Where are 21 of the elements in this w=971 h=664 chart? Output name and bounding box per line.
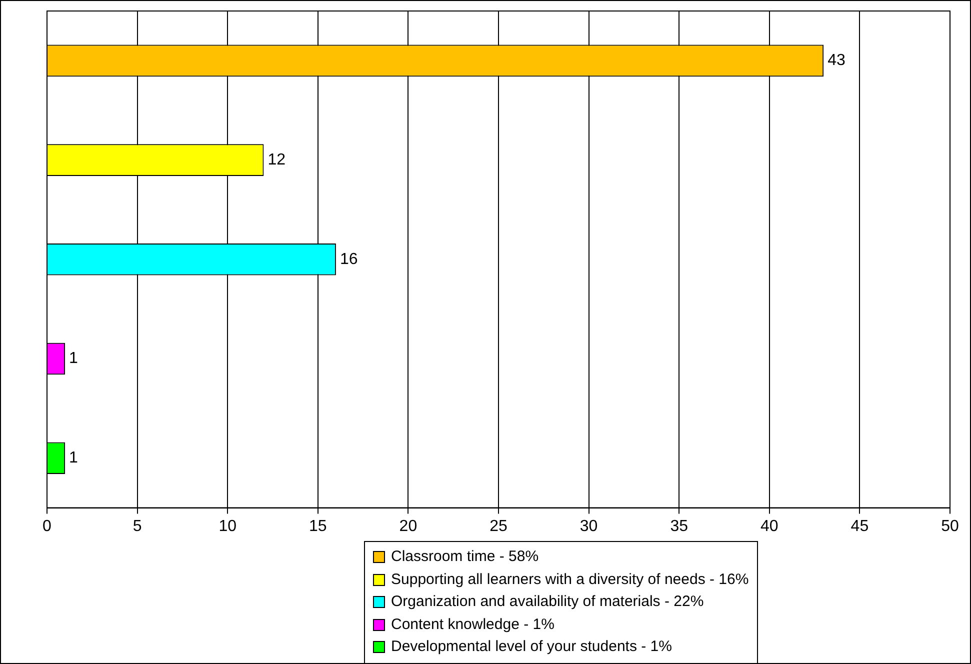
legend-label: Organization and availability of materials - 22% bbox=[391, 592, 704, 612]
data-label: 16 bbox=[340, 250, 358, 268]
legend-label: Content knowledge - 1% bbox=[391, 614, 554, 634]
data-label: 1 bbox=[69, 350, 78, 368]
x-tick-label: 20 bbox=[399, 518, 418, 535]
legend-label: Developmental level of your students - 1% bbox=[391, 637, 672, 657]
x-tick-label: 15 bbox=[309, 518, 327, 535]
x-tick-label: 5 bbox=[132, 518, 142, 535]
legend-label: Supporting all learners with a diversity of needs - 16% bbox=[391, 570, 749, 590]
data-label: 43 bbox=[828, 52, 846, 70]
x-tick-label: 25 bbox=[490, 518, 508, 535]
legend-label: Classroom time - 58% bbox=[391, 547, 539, 567]
x-tick-label: 40 bbox=[760, 518, 778, 535]
x-tick-label: 50 bbox=[941, 518, 959, 535]
x-tick-label: 0 bbox=[42, 518, 52, 535]
x-tick-label: 35 bbox=[670, 518, 688, 535]
data-label: 1 bbox=[69, 450, 78, 467]
x-tick-label: 45 bbox=[850, 518, 869, 535]
x-tick-label: 10 bbox=[218, 518, 237, 535]
x-tick-label: 30 bbox=[580, 518, 598, 535]
data-label: 12 bbox=[268, 151, 286, 168]
